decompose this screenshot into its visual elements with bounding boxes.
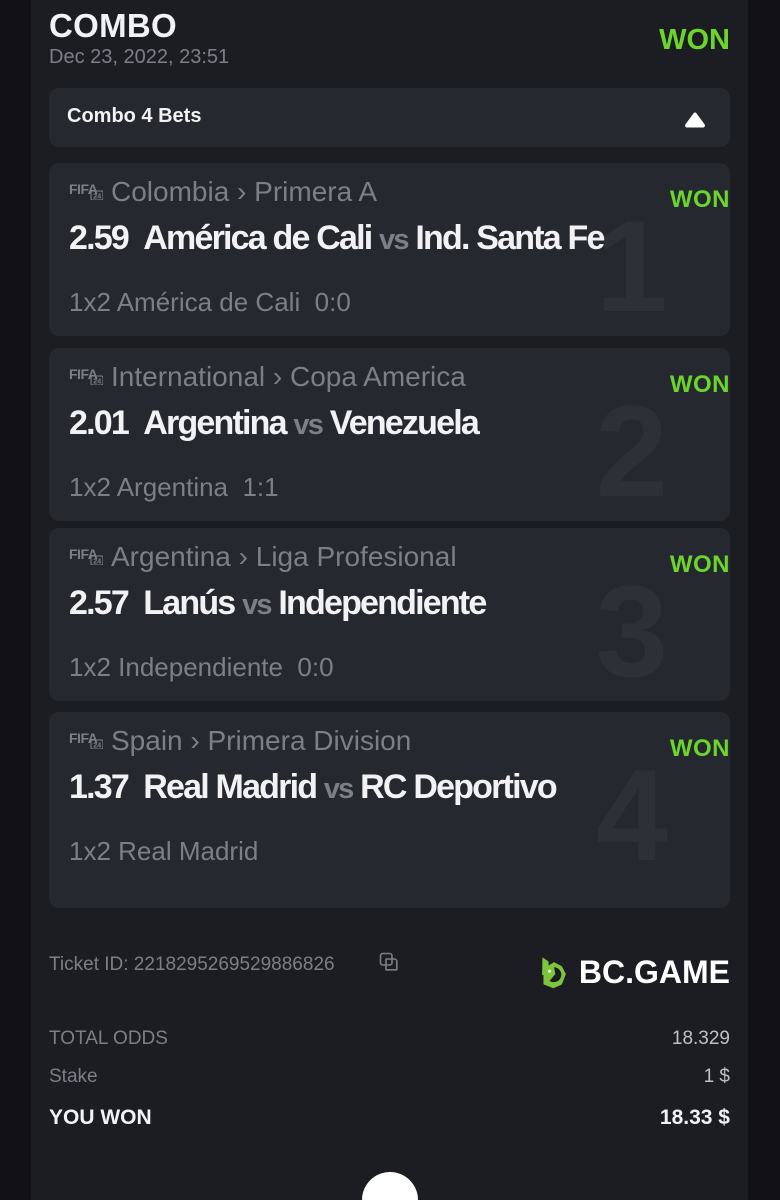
svg-text:24: 24 <box>93 742 101 749</box>
svg-text:24: 24 <box>93 378 101 385</box>
svg-text:24: 24 <box>93 558 101 565</box>
svg-text:24: 24 <box>93 193 101 200</box>
